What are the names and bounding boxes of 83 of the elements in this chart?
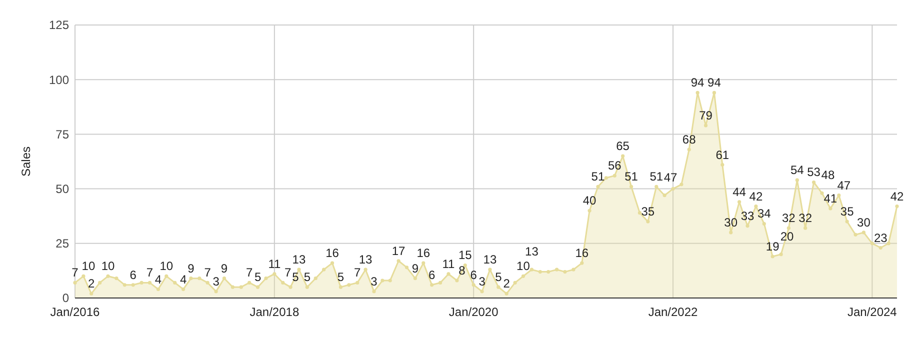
data-label: 11: [442, 256, 456, 271]
data-label: 53: [807, 165, 821, 180]
data-label: 15: [458, 248, 472, 262]
data-label: 42: [890, 189, 904, 204]
data-label: 79: [699, 108, 713, 122]
data-label: 35: [840, 204, 854, 219]
x-tick-label: Jan/2016: [50, 305, 100, 319]
y-tick-label: 50: [56, 182, 70, 196]
data-label: 56: [608, 158, 622, 173]
data-label: 10: [160, 259, 174, 274]
data-label: 42: [749, 189, 763, 204]
data-label: 34: [757, 206, 772, 221]
y-tick-label: 0: [62, 291, 70, 306]
data-label: 61: [716, 148, 730, 162]
data-label: 10: [101, 259, 116, 274]
data-label: 11: [268, 256, 281, 271]
data-label: 23: [874, 230, 888, 245]
data-label: 7: [204, 266, 212, 280]
data-label: 4: [180, 272, 187, 286]
x-tick-label: Jan/2022: [648, 305, 698, 319]
data-label: 30: [724, 215, 738, 230]
data-label: 7: [354, 266, 362, 280]
data-label: 65: [616, 139, 630, 154]
y-tick-label: 100: [48, 72, 70, 87]
data-label: 10: [516, 259, 530, 274]
data-label: 3: [370, 274, 378, 288]
data-label: 7: [284, 266, 292, 280]
x-tick-label: Jan/2024: [847, 305, 898, 319]
y-tick-label: 25: [56, 236, 70, 251]
data-label: 6: [470, 268, 478, 282]
data-label: 5: [292, 270, 300, 284]
data-label: 9: [220, 261, 228, 276]
data-label: 13: [358, 252, 373, 267]
data-label: 16: [416, 246, 430, 260]
data-label: 54: [790, 163, 804, 178]
data-label: 40: [582, 194, 597, 208]
data-label: 5: [254, 270, 262, 284]
data-label: 47: [664, 170, 678, 184]
y-axis-title: Sales: [19, 146, 33, 177]
data-label: 4: [154, 272, 162, 286]
data-label: 51: [624, 170, 638, 184]
data-label: 13: [483, 252, 497, 267]
data-label: 20: [780, 229, 794, 244]
data-label: 30: [857, 215, 871, 230]
data-label: 94: [708, 76, 722, 90]
data-label: 13: [292, 252, 306, 267]
data-label: 2: [88, 276, 96, 291]
data-label: 32: [782, 211, 796, 226]
data-label: 6: [428, 268, 436, 282]
data-label: 6: [130, 268, 137, 282]
data-label: 5: [337, 270, 344, 284]
y-tick-label: 125: [48, 18, 70, 32]
data-label: 9: [188, 261, 195, 276]
data-label: 48: [821, 168, 835, 182]
data-label: 2: [503, 276, 510, 291]
data-label: 47: [837, 178, 851, 192]
data-label: 10: [82, 259, 96, 274]
data-label: 5: [304, 270, 311, 284]
data-label: 16: [326, 246, 340, 260]
data-label: 35: [641, 204, 655, 219]
data-label: 7: [246, 266, 253, 280]
data-label: 16: [575, 246, 589, 260]
x-tick-label: Jan/2020: [448, 305, 499, 319]
data-label: 13: [525, 244, 539, 259]
data-label: 9: [412, 261, 419, 276]
data-label: 19: [766, 240, 780, 254]
data-label: 32: [798, 211, 812, 226]
data-label: 7: [146, 266, 154, 280]
data-label: 44: [732, 184, 746, 199]
data-label: 8: [458, 264, 466, 278]
data-label: 3: [478, 274, 486, 288]
y-tick-label: 75: [56, 127, 70, 142]
data-label: 51: [650, 170, 664, 184]
data-label: 3: [212, 274, 220, 288]
data-label: 68: [682, 132, 696, 146]
x-tick-label: Jan/2018: [250, 305, 300, 319]
data-label: 33: [740, 208, 754, 223]
data-label: 51: [591, 170, 605, 184]
data-label: 94: [690, 76, 705, 90]
data-label: 7: [72, 266, 79, 280]
data-label: 5: [495, 270, 502, 284]
data-label: 41: [824, 191, 838, 206]
data-label: 17: [392, 244, 406, 258]
